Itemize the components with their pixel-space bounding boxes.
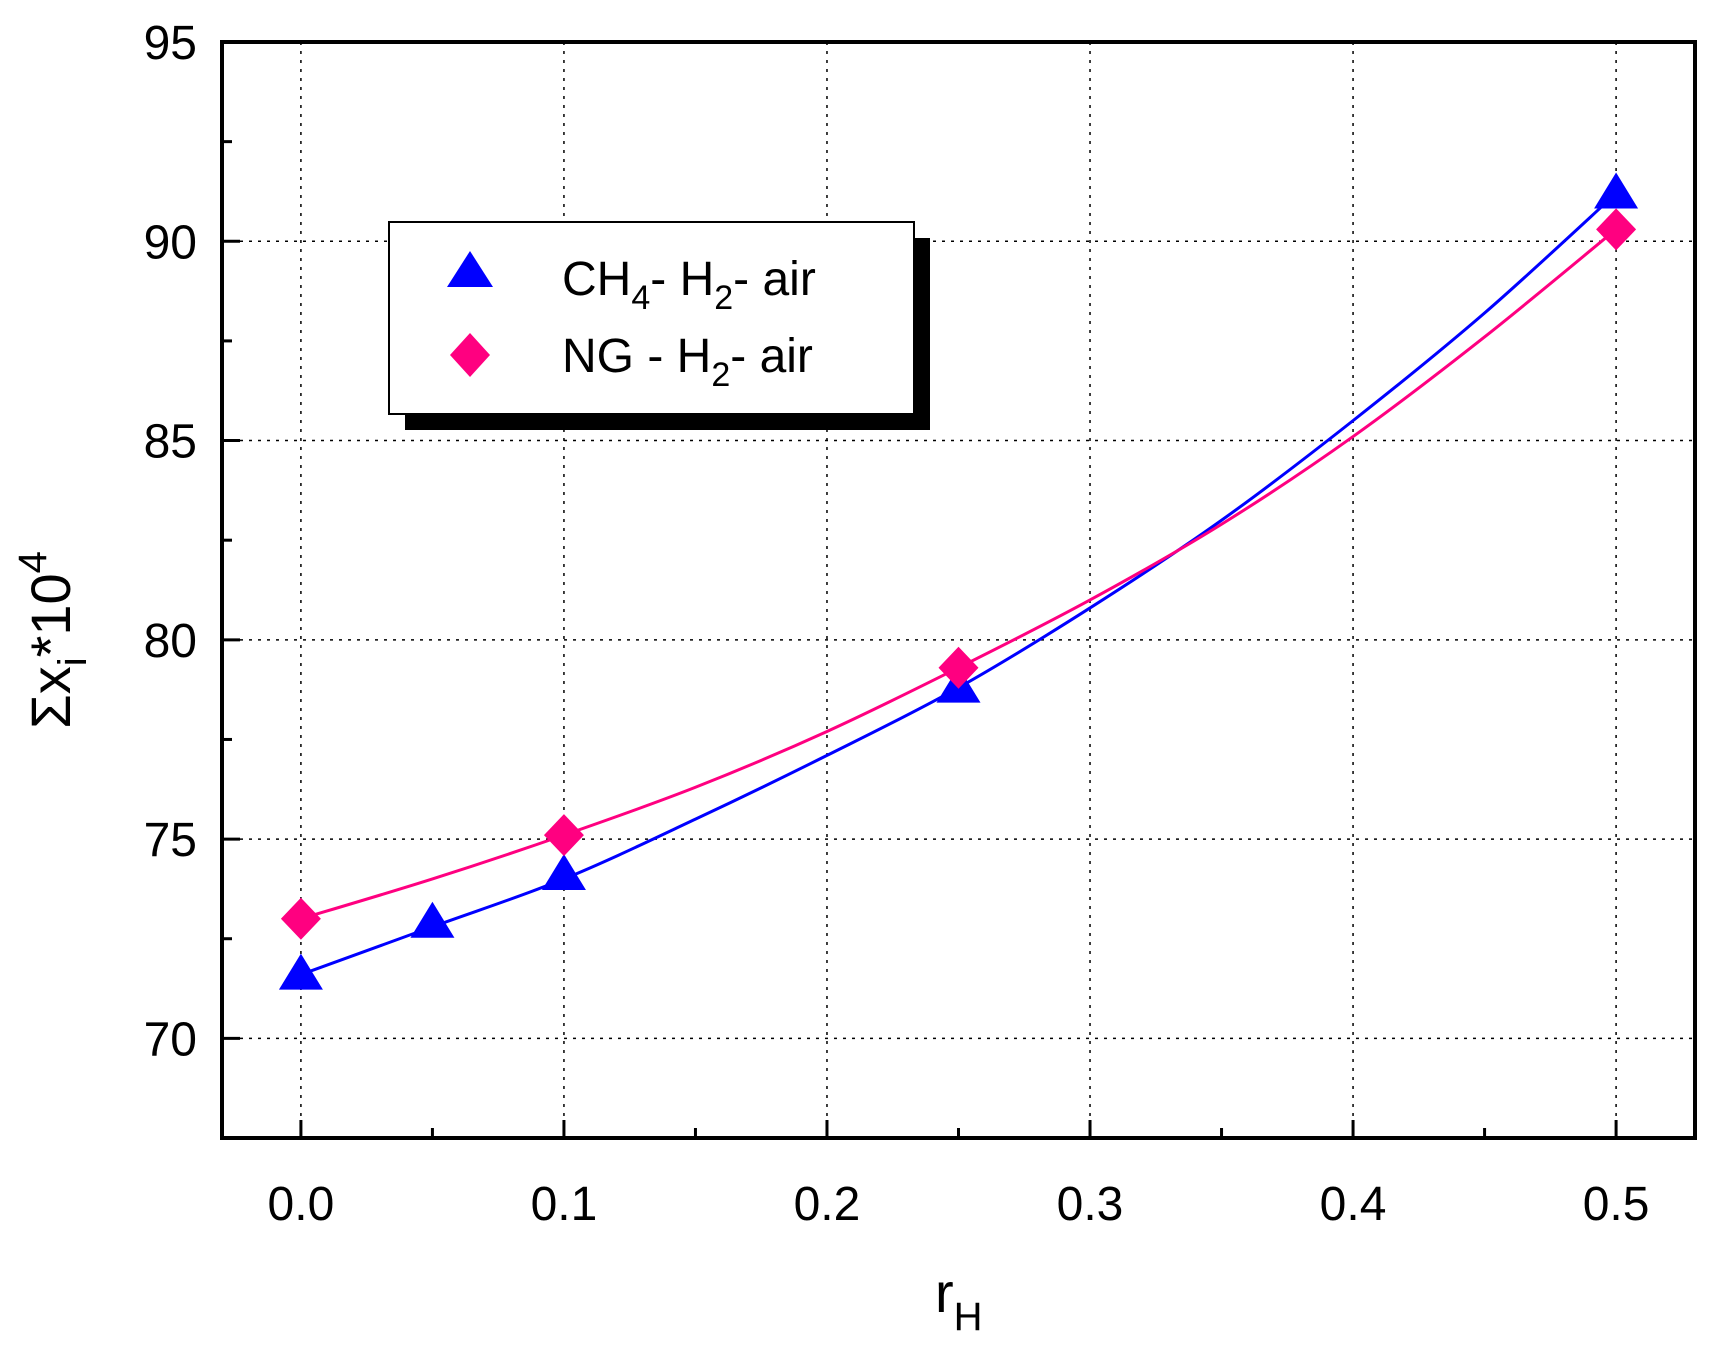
y-axis-title-prefix: Σx — [19, 666, 82, 729]
x-axis-title-sub: H — [954, 1295, 983, 1339]
series-0-point — [278, 953, 323, 990]
series-0-point — [1594, 172, 1639, 209]
x-tick-label: 0.4 — [1320, 1178, 1387, 1231]
y-tick-label: 75 — [144, 814, 197, 867]
legend-box — [388, 221, 915, 415]
y-tick-label: 80 — [144, 615, 197, 668]
tick-labels: 0.0 0.1 0.2 0.3 0.4 0.5 70 75 80 85 90 95 — [144, 17, 1650, 1231]
x-axis-title-main: r — [935, 1261, 954, 1324]
legend: CH4- H2- air NG - H2- air — [388, 221, 930, 430]
x-axis-title: rH — [935, 1261, 983, 1339]
axis-ticks — [222, 40, 1618, 1138]
y-tick-label: 90 — [144, 216, 197, 269]
series-1-point — [938, 646, 979, 689]
y-tick-label: 85 — [144, 416, 197, 469]
y-axis-title-sub: i — [51, 657, 95, 666]
series-1-point — [1596, 208, 1637, 251]
grid — [222, 42, 1695, 1138]
legend-marker-triangle — [447, 251, 493, 287]
legend-marker-diamond — [450, 333, 490, 377]
series-1-point — [543, 814, 584, 857]
x-tick-label: 0.3 — [1057, 1178, 1124, 1231]
y-axis-title-sup: 4 — [11, 551, 55, 573]
legend-label-ng: NG - H2- air — [562, 330, 813, 394]
y-axis-title-mid: *10 — [19, 573, 82, 657]
series-1-point — [280, 897, 321, 940]
x-tick-label: 0.5 — [1583, 1178, 1650, 1231]
x-tick-label: 0.1 — [531, 1178, 598, 1231]
series-0-line — [300, 192, 1618, 977]
series-0-point — [410, 901, 455, 938]
y-tick-label: 95 — [144, 17, 197, 70]
plot-frame — [220, 40, 1697, 1140]
series-0-point — [541, 853, 586, 890]
x-tick-label: 0.0 — [268, 1178, 335, 1231]
series-curves — [300, 192, 1618, 977]
series-markers — [278, 172, 1639, 990]
x-tick-label: 0.2 — [794, 1178, 861, 1231]
series-1-line — [300, 228, 1618, 921]
legend-label-ch4: CH4- H2- air — [562, 253, 816, 317]
y-axis-title: Σxi*104 — [11, 551, 95, 729]
y-tick-label: 70 — [144, 1013, 197, 1066]
